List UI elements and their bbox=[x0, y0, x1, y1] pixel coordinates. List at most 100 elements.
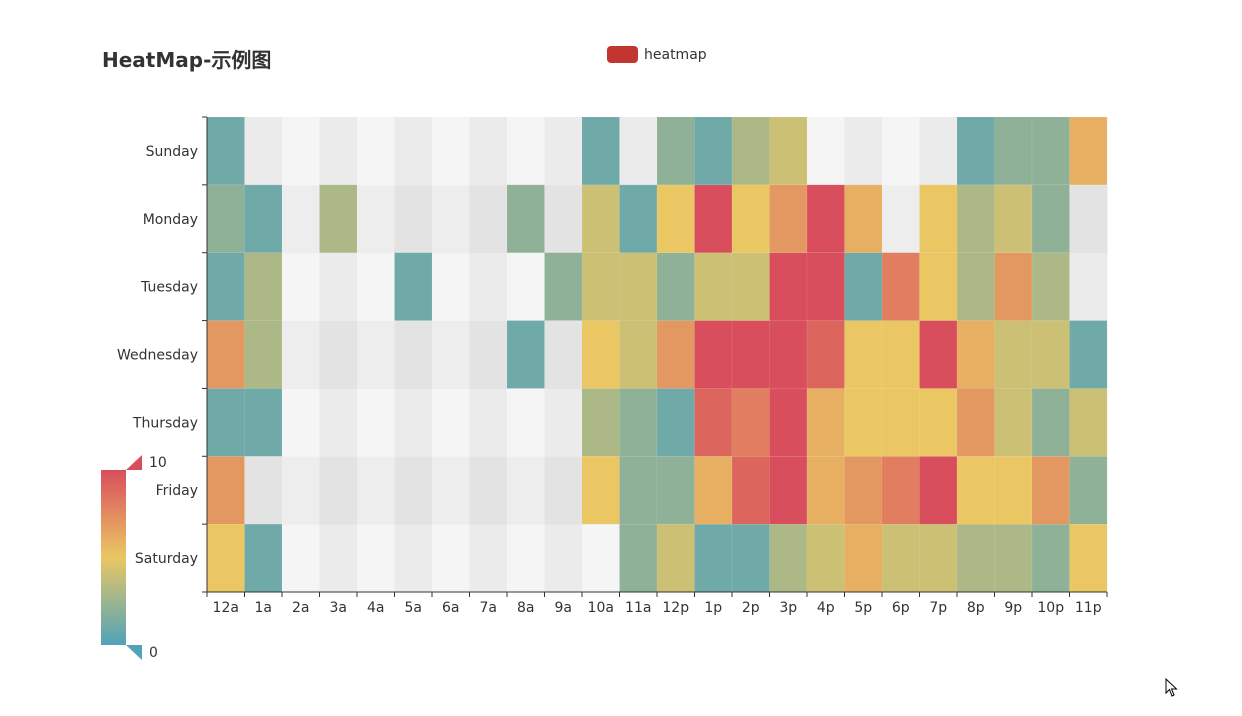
heatmap-cell[interactable] bbox=[656, 388, 695, 457]
heatmap-cell[interactable] bbox=[1031, 456, 1070, 525]
heatmap-cell[interactable] bbox=[994, 184, 1033, 253]
heatmap-cell[interactable] bbox=[919, 523, 958, 593]
heatmap-cell[interactable] bbox=[1031, 252, 1070, 321]
heatmap-cell[interactable] bbox=[581, 184, 620, 253]
heatmap-cell[interactable] bbox=[619, 456, 658, 525]
heatmap-cell[interactable] bbox=[694, 523, 733, 593]
heatmap-cell[interactable] bbox=[1069, 456, 1108, 525]
heatmap-cell[interactable] bbox=[694, 116, 733, 186]
heatmap-cell[interactable] bbox=[1069, 523, 1108, 593]
heatmap-cell[interactable] bbox=[656, 184, 695, 253]
heatmap-cell[interactable] bbox=[244, 523, 283, 593]
heatmap-cell[interactable] bbox=[956, 116, 995, 186]
heatmap-cell[interactable] bbox=[956, 388, 995, 457]
heatmap-cell[interactable] bbox=[619, 523, 658, 593]
heatmap-cell[interactable] bbox=[994, 456, 1033, 525]
heatmap-cell[interactable] bbox=[1031, 116, 1070, 186]
legend-item-heatmap[interactable]: heatmap bbox=[607, 46, 707, 63]
heatmap-cell[interactable] bbox=[244, 252, 283, 321]
heatmap-cell[interactable] bbox=[1069, 388, 1108, 457]
heatmap-cell[interactable] bbox=[881, 252, 920, 321]
heatmap-cell[interactable] bbox=[769, 116, 808, 186]
heatmap-cell[interactable] bbox=[619, 252, 658, 321]
heatmap-cell[interactable] bbox=[206, 116, 245, 186]
heatmap-cell[interactable] bbox=[919, 252, 958, 321]
heatmap-cell[interactable] bbox=[806, 252, 845, 321]
heatmap-cell[interactable] bbox=[731, 320, 770, 389]
heatmap-cell[interactable] bbox=[881, 523, 920, 593]
heatmap-cell[interactable] bbox=[1031, 320, 1070, 389]
heatmap-cell[interactable] bbox=[544, 252, 583, 321]
heatmap-cell[interactable] bbox=[844, 456, 883, 525]
heatmap-cell[interactable] bbox=[206, 320, 245, 389]
heatmap-cell[interactable] bbox=[731, 523, 770, 593]
heatmap-cell[interactable] bbox=[881, 388, 920, 457]
heatmap-cell[interactable] bbox=[656, 523, 695, 593]
heatmap-cell[interactable] bbox=[694, 456, 733, 525]
heatmap-cell[interactable] bbox=[806, 523, 845, 593]
heatmap-cell[interactable] bbox=[919, 388, 958, 457]
heatmap-cell[interactable] bbox=[956, 523, 995, 593]
heatmap-cell[interactable] bbox=[769, 320, 808, 389]
heatmap-cell[interactable] bbox=[994, 320, 1033, 389]
heatmap-cell[interactable] bbox=[206, 184, 245, 253]
heatmap-cell[interactable] bbox=[956, 184, 995, 253]
visual-map-min-handle[interactable] bbox=[126, 645, 142, 660]
heatmap-cell[interactable] bbox=[206, 252, 245, 321]
heatmap-cell[interactable] bbox=[1069, 116, 1108, 186]
heatmap-cell[interactable] bbox=[1031, 388, 1070, 457]
heatmap-cell[interactable] bbox=[581, 320, 620, 389]
heatmap-cell[interactable] bbox=[694, 184, 733, 253]
heatmap-cell[interactable] bbox=[994, 388, 1033, 457]
heatmap-cell[interactable] bbox=[506, 184, 545, 253]
heatmap-cell[interactable] bbox=[956, 456, 995, 525]
heatmap-cell[interactable] bbox=[694, 388, 733, 457]
heatmap-cell[interactable] bbox=[731, 184, 770, 253]
heatmap-cell[interactable] bbox=[769, 388, 808, 457]
heatmap-cell[interactable] bbox=[394, 252, 433, 321]
heatmap-cell[interactable] bbox=[694, 252, 733, 321]
heatmap-cell[interactable] bbox=[656, 252, 695, 321]
heatmap-cell[interactable] bbox=[731, 456, 770, 525]
heatmap-cell[interactable] bbox=[881, 320, 920, 389]
heatmap-cell[interactable] bbox=[1069, 320, 1108, 389]
heatmap-cell[interactable] bbox=[806, 320, 845, 389]
heatmap-cell[interactable] bbox=[694, 320, 733, 389]
heatmap-cell[interactable] bbox=[769, 184, 808, 253]
heatmap-cell[interactable] bbox=[994, 116, 1033, 186]
heatmap-cell[interactable] bbox=[656, 320, 695, 389]
heatmap-cell[interactable] bbox=[656, 456, 695, 525]
heatmap-cell[interactable] bbox=[919, 320, 958, 389]
heatmap-cell[interactable] bbox=[844, 184, 883, 253]
heatmap-cell[interactable] bbox=[919, 184, 958, 253]
heatmap-cell[interactable] bbox=[244, 184, 283, 253]
heatmap-cell[interactable] bbox=[1031, 523, 1070, 593]
heatmap-cell[interactable] bbox=[1031, 184, 1070, 253]
visual-map-bar[interactable] bbox=[101, 470, 126, 645]
heatmap-cell[interactable] bbox=[844, 320, 883, 389]
heatmap-cell[interactable] bbox=[244, 320, 283, 389]
heatmap-cell[interactable] bbox=[206, 388, 245, 457]
heatmap-cell[interactable] bbox=[769, 523, 808, 593]
heatmap-cell[interactable] bbox=[244, 388, 283, 457]
heatmap-cell[interactable] bbox=[881, 456, 920, 525]
heatmap-cell[interactable] bbox=[506, 320, 545, 389]
heatmap-cell[interactable] bbox=[994, 523, 1033, 593]
heatmap-cell[interactable] bbox=[619, 388, 658, 457]
heatmap-cell[interactable] bbox=[206, 456, 245, 525]
heatmap-cell[interactable] bbox=[206, 523, 245, 593]
heatmap-cell[interactable] bbox=[769, 252, 808, 321]
heatmap-cell[interactable] bbox=[731, 252, 770, 321]
heatmap-cell[interactable] bbox=[731, 388, 770, 457]
heatmap-cell[interactable] bbox=[994, 252, 1033, 321]
heatmap-cell[interactable] bbox=[844, 388, 883, 457]
visual-map-max-handle[interactable] bbox=[126, 455, 142, 470]
heatmap-cell[interactable] bbox=[581, 456, 620, 525]
heatmap-cell[interactable] bbox=[806, 184, 845, 253]
heatmap-cell[interactable] bbox=[956, 320, 995, 389]
heatmap-cell[interactable] bbox=[581, 388, 620, 457]
heatmap-cell[interactable] bbox=[844, 523, 883, 593]
heatmap-cell[interactable] bbox=[919, 456, 958, 525]
heatmap-cell[interactable] bbox=[319, 184, 358, 253]
heatmap-cell[interactable] bbox=[844, 252, 883, 321]
